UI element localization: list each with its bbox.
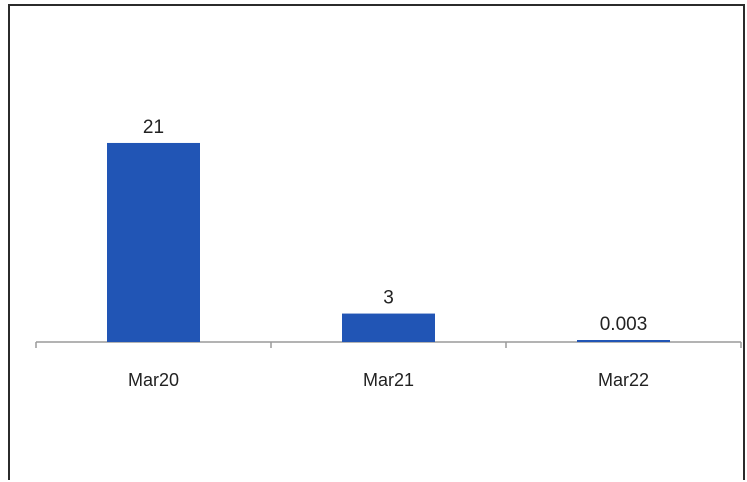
x-tick-label: Mar22 [598, 370, 649, 390]
bar-chart: 21 Mar20 3 Mar21 0.003 Mar22 [35, 117, 742, 390]
bar-data-label: 3 [383, 288, 394, 309]
bar-data-label: 0.003 [600, 314, 648, 335]
bar [342, 313, 435, 342]
chart-frame: 21 Mar20 3 Mar21 0.003 Mar22 [8, 4, 745, 480]
x-tick-label: Mar20 [128, 370, 179, 390]
bar [577, 340, 670, 342]
bar-data-label: 21 [143, 117, 164, 138]
x-tick-label: Mar21 [363, 370, 414, 390]
bar [107, 142, 200, 342]
